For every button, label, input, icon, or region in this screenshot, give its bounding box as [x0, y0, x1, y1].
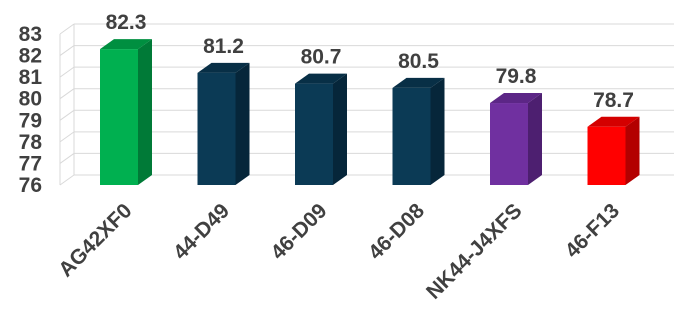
gridlines [59, 23, 674, 186]
gridline-side [59, 174, 75, 186]
data-label: 80.5 [398, 50, 439, 73]
bar-front-face [197, 72, 236, 185]
x-tick-label: 46-D08 [364, 199, 429, 264]
y-tick-label: 76 [19, 174, 42, 197]
bar-front-face [392, 87, 431, 185]
gridline-side [59, 109, 75, 121]
y-tick-label: 78 [19, 131, 43, 154]
bar-front-face [587, 126, 626, 185]
bar [490, 93, 542, 185]
gridline-side [59, 66, 75, 78]
x-tick-label: NK44-J4XFS [422, 199, 527, 304]
bar [295, 73, 347, 185]
bar-top-face [295, 73, 347, 84]
gridline-side [59, 45, 75, 56]
data-labels: 82.3 81.2 80.7 80.5 79.8 78.7 [106, 11, 634, 112]
bar [587, 116, 640, 185]
bar-side-face [235, 62, 250, 186]
bar [392, 77, 445, 185]
y-tick-label: 81 [19, 66, 43, 89]
data-label: 78.7 [593, 89, 634, 112]
bar [197, 62, 250, 186]
y-tick-label: 83 [19, 23, 42, 46]
data-label: 82.3 [106, 11, 147, 34]
gridline-side [59, 131, 75, 143]
x-tick-label: 46-F13 [561, 199, 624, 262]
bars [100, 39, 640, 186]
bar-side-face [625, 116, 640, 185]
gridline-side [59, 88, 75, 100]
bar-top-face [100, 39, 152, 50]
y-tick-label: 77 [19, 152, 42, 175]
bar-front-face [100, 49, 138, 185]
x-tick-label: 44-D49 [169, 199, 234, 264]
data-label: 79.8 [496, 65, 537, 88]
gridline-side [59, 23, 75, 35]
x-tick-label: AG42XF0 [54, 199, 136, 281]
y-tick-label: 82 [19, 45, 42, 68]
gridline-side [59, 153, 75, 164]
bar-side-face [138, 39, 152, 185]
bar-top-face [392, 77, 445, 88]
bar-top-face [197, 62, 250, 73]
data-label: 81.2 [203, 35, 244, 58]
data-label: 80.7 [301, 46, 342, 69]
bar-side-face [528, 93, 542, 185]
bar-front-face [295, 83, 333, 185]
bar-top-face [490, 93, 542, 104]
bar-front-face [490, 103, 528, 185]
bar-side-face [430, 77, 445, 185]
bar-side-face [333, 73, 347, 185]
y-tick-label: 80 [19, 88, 42, 111]
y-tick-label: 79 [19, 109, 42, 132]
x-tick-label: 46-D09 [267, 199, 332, 264]
bar [100, 39, 152, 185]
bar-top-face [587, 116, 640, 127]
